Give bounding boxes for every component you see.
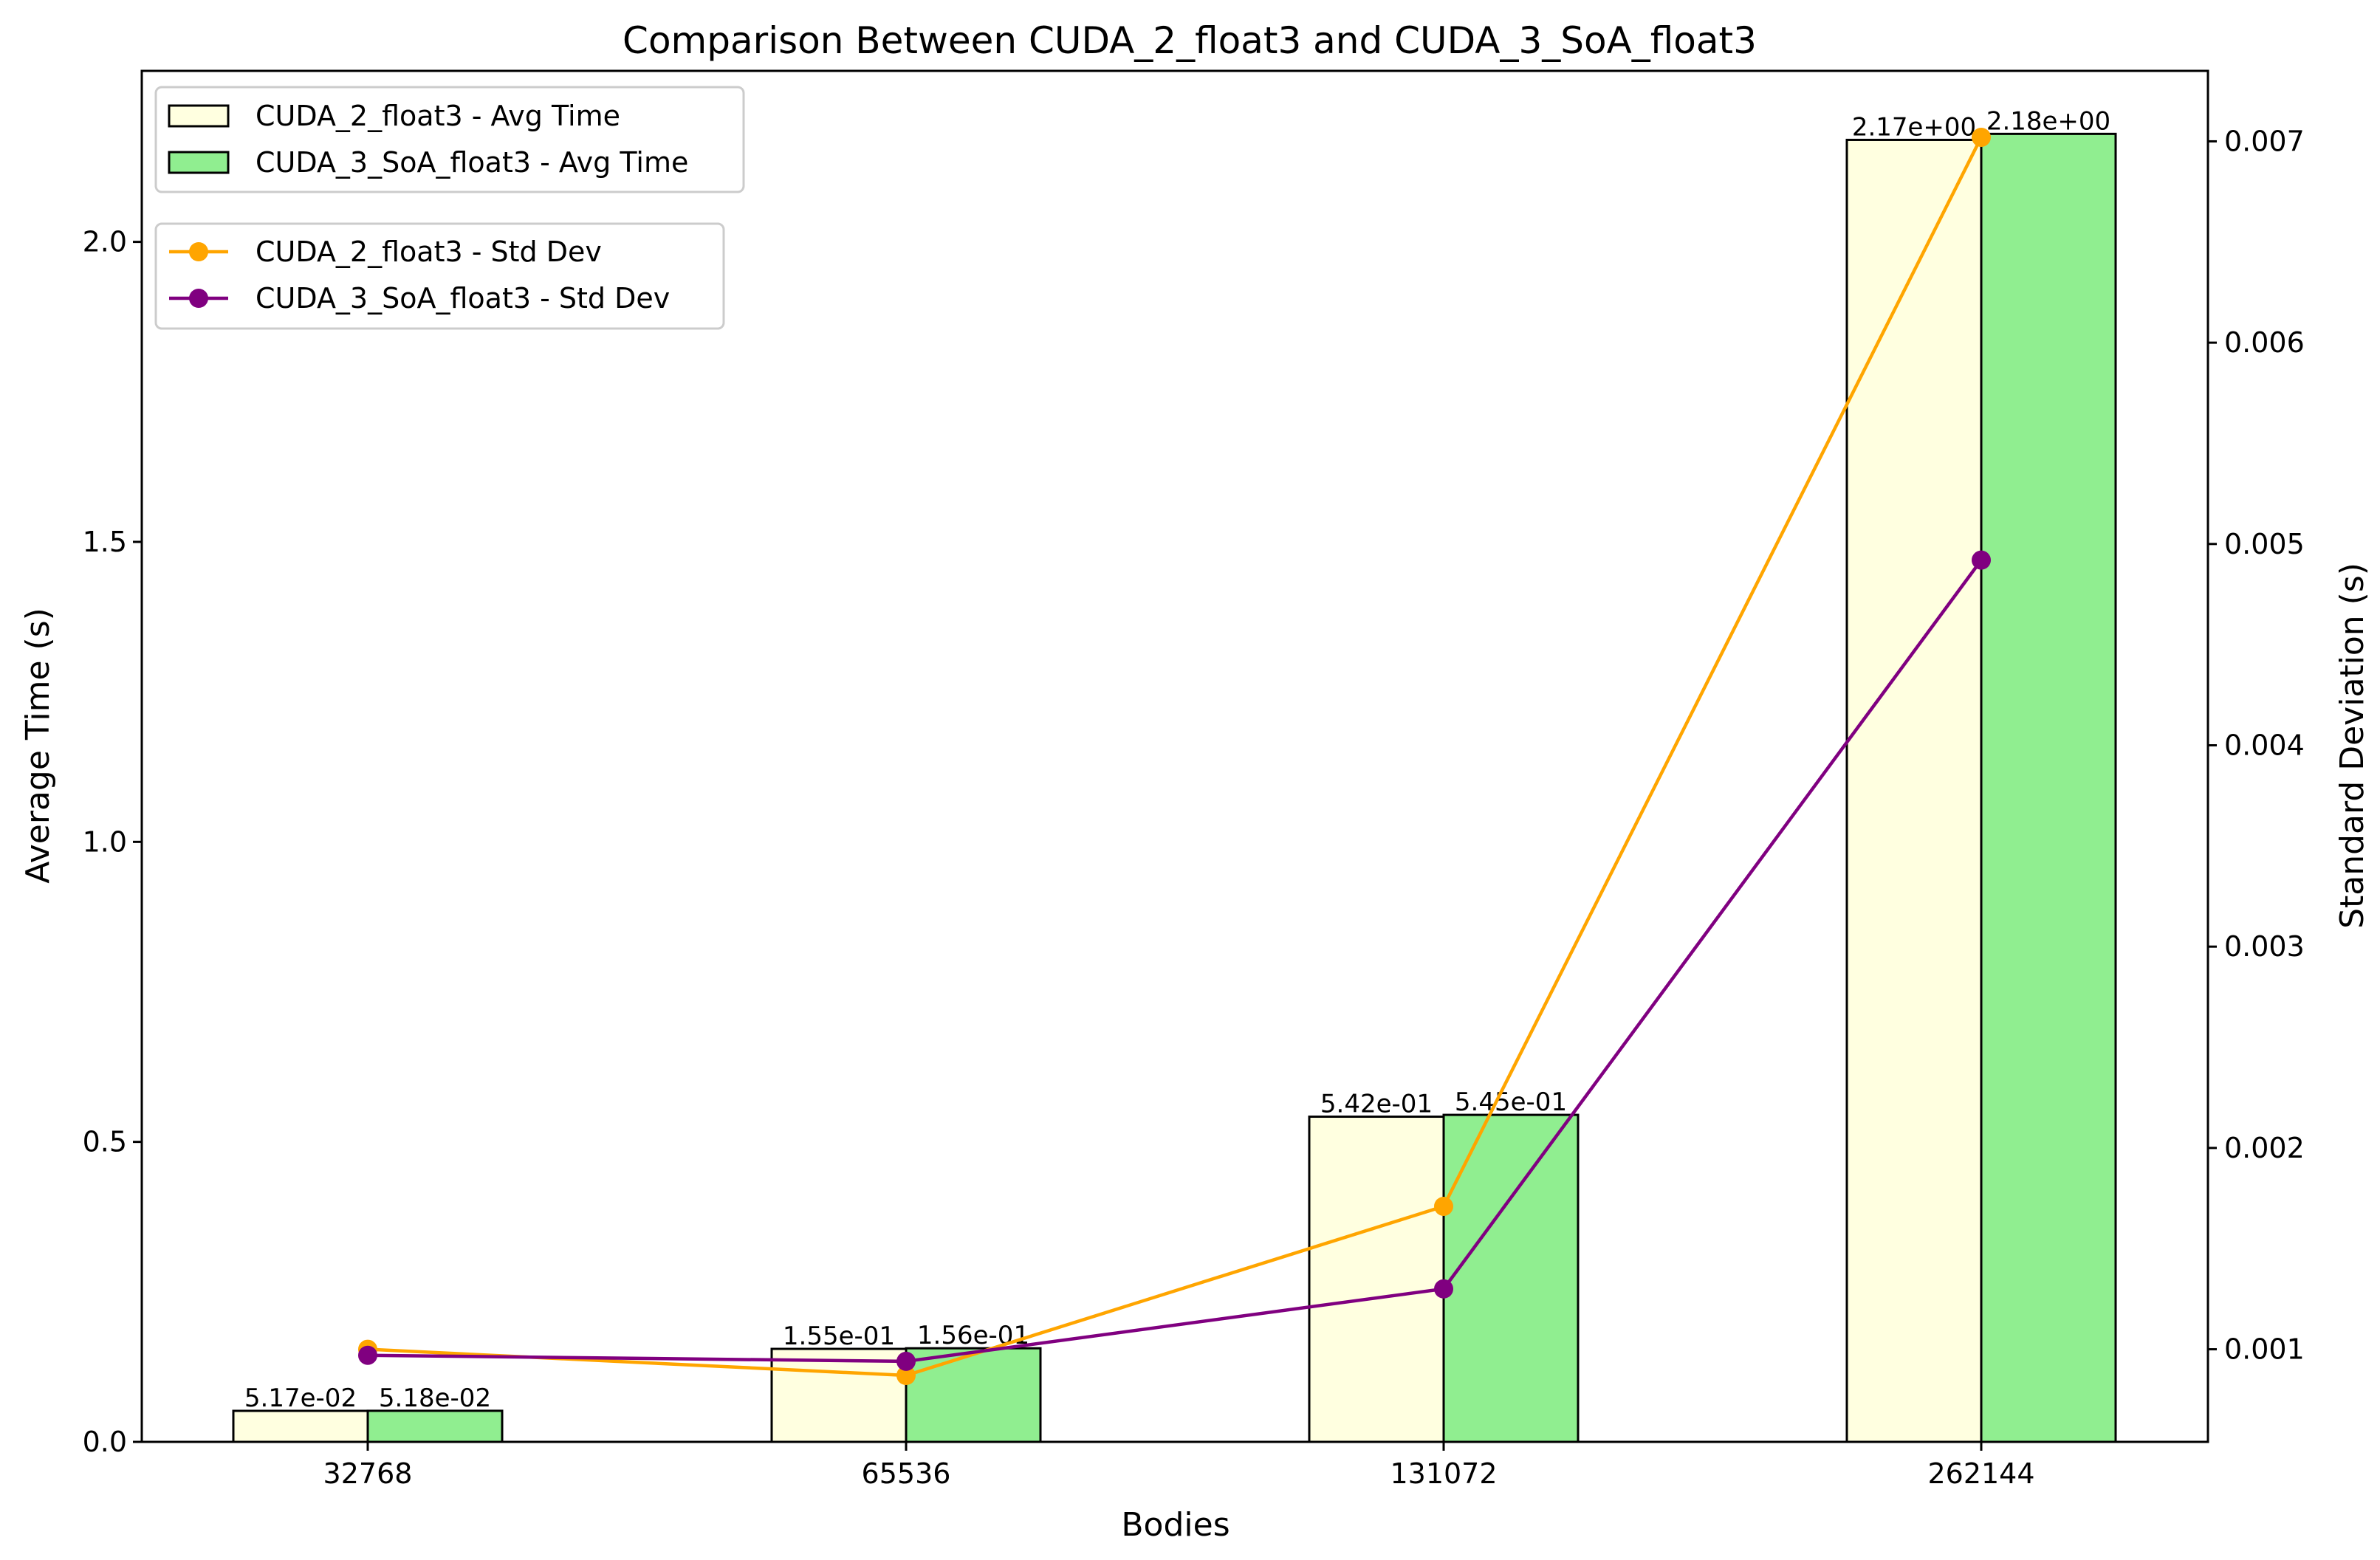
point-cuda3-std-dev-131072 [1434, 1279, 1453, 1299]
bar-value-label: 5.18e-02 [379, 1384, 491, 1413]
legend-layer: CUDA_2_float3 - Avg Time CUDA_3_SoA_float… [154, 86, 745, 330]
x-tick-label: 65536 [862, 1457, 951, 1490]
y-tick-label: 0.0 [83, 1426, 127, 1458]
point-cuda3-std-dev-262144 [1972, 550, 1991, 570]
bar-value-label: 5.42e-01 [1320, 1090, 1433, 1119]
bar-cuda3-65536 [905, 1347, 1042, 1443]
point-cuda2-std-dev-65536 [896, 1366, 916, 1386]
legend-label-cuda3-avg-time: CUDA_3_SoA_float3 - Avg Time [256, 146, 688, 179]
bar-value-label: 2.17e+00 [1852, 112, 1976, 142]
y2-tick-label: 0.007 [2224, 125, 2305, 157]
chart-title: Comparison Between CUDA_2_float3 and CUD… [623, 19, 1757, 62]
line-cuda2-std-dev [367, 136, 1983, 1378]
legend-box-bars [154, 86, 745, 193]
bar-cuda3-262144 [1980, 132, 2117, 1443]
y-tick-label: 0.5 [83, 1126, 127, 1158]
y2-tick-label: 0.003 [2224, 930, 2305, 963]
y2-tick-label: 0.001 [2224, 1333, 2305, 1366]
legend-label-cuda2-std-dev: CUDA_2_float3 - Std Dev [256, 236, 602, 268]
y-tick-label: 1.5 [83, 526, 127, 558]
axes-layer: 0.0 0.5 1.0 1.5 2.0 0.001 0.002 0.003 0.004 0.005… [83, 69, 2305, 1490]
point-cuda3-std-dev-65536 [896, 1351, 916, 1371]
bar-cuda2-131072 [1308, 1116, 1445, 1443]
y2-tick-label: 0.002 [2224, 1132, 2305, 1164]
legend-marker-cuda2-std-dev [189, 242, 208, 261]
x-tick-label: 131072 [1390, 1457, 1497, 1490]
bar-cuda2-32768 [232, 1409, 369, 1443]
bar-value-label: 2.18e+00 [1986, 106, 2110, 136]
legend-marker-cuda3-std-dev [189, 289, 208, 308]
y2-tick-label: 0.005 [2224, 528, 2305, 560]
bar-value-label: 5.45e-01 [1455, 1087, 1567, 1117]
bar-cuda3-32768 [366, 1409, 504, 1443]
y2-tick-label: 0.004 [2224, 729, 2305, 762]
bar-cuda2-65536 [770, 1347, 908, 1443]
legend-box-lines [154, 222, 725, 330]
legend-label-cuda2-avg-time: CUDA_2_float3 - Avg Time [256, 100, 620, 132]
bars-layer: 5.17e-02 1.55e-01 5.42e-01 2.17e+00 5.18e-02… [232, 106, 2117, 1443]
bar-value-label: 1.55e-01 [783, 1322, 895, 1351]
y2-tick-label: 0.006 [2224, 326, 2305, 359]
line-cuda3-std-dev [367, 559, 1983, 1364]
bar-cuda3-131072 [1442, 1113, 1580, 1443]
x-tick-label: 262144 [1927, 1457, 2034, 1490]
bar-value-label: 5.17e-02 [244, 1384, 357, 1413]
point-cuda2-std-dev-262144 [1972, 127, 1991, 147]
legend-label-cuda3-std-dev: CUDA_3_SoA_float3 - Std Dev [256, 282, 670, 315]
lines-layer [358, 127, 1991, 1386]
y-tick-label: 1.0 [83, 825, 127, 858]
x-tick-label: 32768 [323, 1457, 413, 1490]
y-axis-label: Average Time (s) [19, 608, 57, 884]
point-cuda2-std-dev-131072 [1434, 1196, 1453, 1216]
bar-cuda2-262144 [1845, 138, 1983, 1443]
plot-frame [140, 69, 2209, 1443]
legend-swatch-cuda3-avg-time [168, 151, 230, 174]
point-cuda3-std-dev-32768 [358, 1345, 377, 1365]
y-tick-label: 2.0 [83, 226, 127, 258]
legend-swatch-cuda2-avg-time [168, 104, 230, 128]
x-axis-label: Bodies [1121, 1506, 1230, 1544]
y2-axis-label: Standard Deviation (s) [2333, 563, 2371, 929]
